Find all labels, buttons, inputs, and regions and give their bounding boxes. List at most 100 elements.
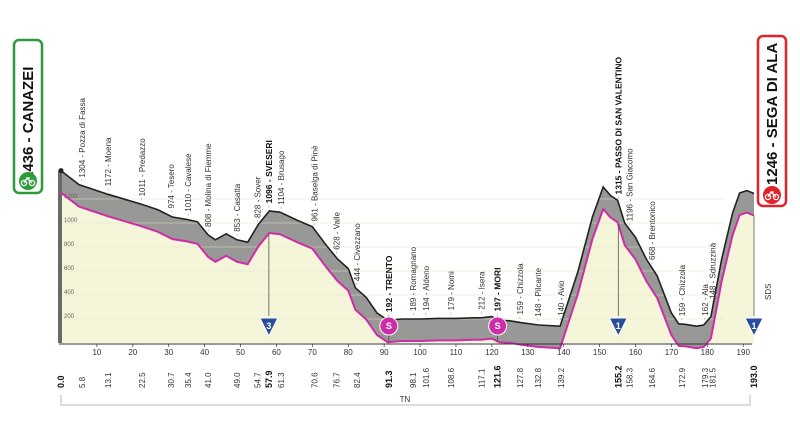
x-tick-label: 140 — [557, 348, 571, 357]
waypoint-label: 192 - TRENTO — [384, 255, 394, 312]
waypoint-label: 961 - Baselga di Pinè — [311, 145, 320, 222]
marker-label: 3 — [266, 321, 271, 331]
start-badge: 1436 - CANAZEI — [12, 38, 44, 195]
x-tick-label: 30 — [164, 348, 173, 357]
gpm-marker — [608, 317, 629, 338]
km-label: 30.7 — [167, 372, 176, 388]
waypoint-label: 197 - MORI — [493, 268, 503, 312]
waypoint-label: 1172 - Moena — [104, 137, 113, 186]
km-label: 61.3 — [277, 372, 286, 388]
x-tick-label: 120 — [485, 348, 499, 357]
km-label: 164.6 — [648, 367, 657, 388]
finish-label: 1246 - SEGA DI ALA — [764, 43, 781, 185]
x-tick-label: 70 — [308, 348, 317, 357]
waypoint-label: 159 - Chizzola — [678, 264, 687, 316]
x-tick-label: 50 — [236, 348, 245, 357]
y-tick-label: 1000 — [64, 218, 78, 224]
y-tick-label: 600 — [64, 266, 75, 272]
tn-label: TN — [400, 395, 411, 404]
x-tick-label: 130 — [521, 348, 535, 357]
y-grid: 1200 1000 800 600 400 200 — [63, 194, 724, 320]
km-label: 101.6 — [422, 367, 431, 388]
km-label: 57.9 — [264, 370, 274, 388]
km-label: 54.7 — [253, 372, 262, 388]
waypoint-label: 189 - Romagnano — [409, 246, 418, 311]
waypoint-label: 179 - Nomi — [447, 271, 456, 310]
km-label: 158.3 — [625, 367, 634, 388]
waypoint-label: 628 - Valle — [332, 211, 341, 249]
km-label: 70.6 — [311, 372, 320, 388]
km-label: 41.0 — [204, 372, 213, 388]
feed-zone-label: SDS — [764, 284, 773, 300]
road-line — [58, 168, 755, 350]
waypoint-label: 212 - Isera — [478, 271, 487, 310]
bicycle-icon — [20, 176, 36, 187]
profile-outline — [60, 170, 755, 328]
waypoint-labels: 1304 - Pozza di Fassa 1172 - Moena 1011 - … — [78, 57, 718, 321]
tn-bracket: TN — [60, 395, 751, 406]
km-label: 181.5 — [709, 367, 718, 388]
km-label: 127.8 — [516, 367, 525, 388]
finish-badge: 1246 - SEGA DI ALA — [756, 34, 788, 208]
km-label: 132.8 — [534, 367, 543, 388]
waypoint-label: 140 - Avio — [557, 280, 566, 316]
km-label: 82.4 — [353, 372, 362, 388]
km-label: 22.5 — [138, 372, 147, 388]
waypoint-label: 1196 - San Giacomo — [625, 148, 634, 221]
km-label: 5.8 — [78, 376, 87, 388]
x-tick-label: 180 — [701, 348, 715, 357]
waypoint-label: 1010 - Cavalese — [184, 153, 193, 212]
x-tick-label: 10 — [92, 348, 101, 357]
waypoint-label: 1104 - Brusago — [277, 150, 286, 205]
x-tick-label: 170 — [665, 348, 679, 357]
route-markers: 3 S S 1 1 — [259, 215, 764, 343]
waypoint-label: 159 - Chizzola — [516, 263, 525, 315]
km-label: 91.3 — [384, 370, 394, 388]
waypoint-label: 444 - Civezzano — [353, 223, 362, 281]
km-label: 179.3 — [701, 367, 710, 388]
km-label: 49.0 — [233, 372, 242, 388]
sprint-marker — [379, 316, 399, 336]
gpm-marker — [744, 317, 764, 338]
marker-label: S — [495, 321, 501, 331]
km-label: 155.2 — [613, 365, 623, 388]
km-label: 108.6 — [447, 367, 456, 388]
x-tick-label: 100 — [413, 348, 427, 357]
x-tick-label: 40 — [200, 348, 209, 357]
x-tick-label: 110 — [450, 348, 463, 357]
marker-label: 1 — [751, 321, 756, 331]
km-label: 172.9 — [678, 367, 687, 388]
x-tick-label: 60 — [272, 348, 281, 357]
km-label: 193.0 — [749, 365, 759, 388]
waypoint-label: 853 - Casatta — [233, 183, 242, 232]
km-label: 0.0 — [56, 375, 66, 388]
marker-label: S — [386, 321, 392, 331]
waypoint-label: 974 - Tesero — [167, 164, 176, 209]
km-label: 117.1 — [478, 368, 487, 388]
profile-fill — [61, 170, 754, 343]
marker-label: 1 — [616, 321, 621, 331]
x-tick-label: 90 — [380, 348, 389, 357]
x-tick-label: 80 — [344, 348, 353, 357]
start-wall — [58, 170, 62, 343]
waypoint-label: 162 - Ala — [701, 284, 710, 316]
km-label: 13.1 — [104, 372, 113, 388]
y-tick-label: 200 — [64, 314, 75, 320]
x-tick-label: 150 — [593, 348, 607, 357]
x-axis: 10 20 30 40 50 60 70 80 90 100 110 120 130 140 150 160 1… — [59, 343, 752, 357]
waypoint-label: 828 - Sover — [253, 176, 262, 218]
waypoint-label: 1304 - Pozza di Fassa — [78, 97, 87, 177]
km-label: 121.6 — [493, 365, 503, 388]
waypoint-label: 808 - Molina di Fiemme — [204, 143, 213, 227]
km-label: 35.4 — [184, 372, 193, 388]
x-tick-label: 160 — [629, 348, 643, 357]
km-label: 98.1 — [409, 372, 418, 388]
waypoint-label: 1315 - PASSO DI SAN VALENTINO — [613, 57, 623, 195]
start-dot — [58, 168, 64, 174]
waypoint-label: 1096 - SVESERI — [264, 140, 274, 203]
waypoint-label: 148 - Sdruzzinà — [709, 242, 718, 299]
y-tick-label: 800 — [64, 242, 75, 248]
waypoint-label: 668 - Brentonico — [648, 201, 657, 260]
waypoint-label: 1011 - Predazzo — [138, 138, 147, 197]
